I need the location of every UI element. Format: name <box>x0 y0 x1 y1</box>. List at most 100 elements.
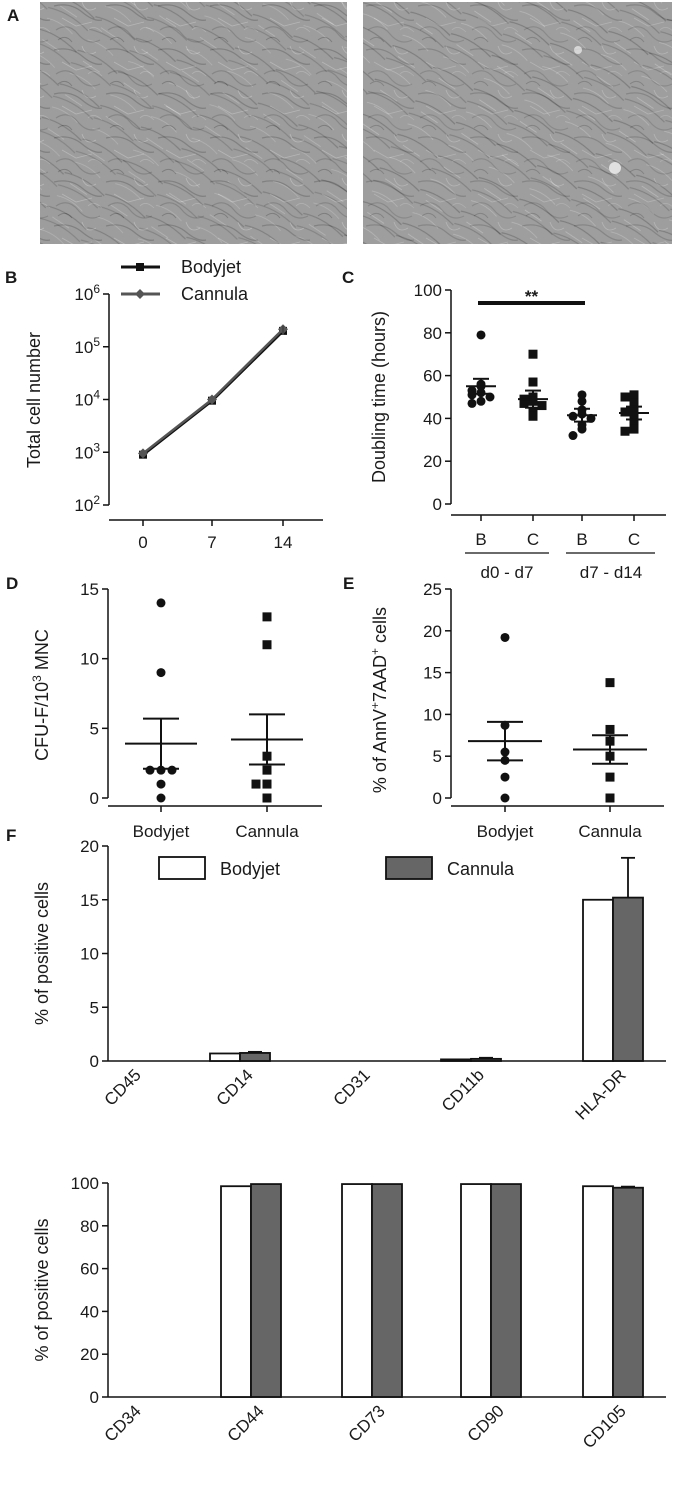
legend-label: Bodyjet <box>181 257 241 277</box>
y-tick-label: 5 <box>433 747 442 766</box>
data-point <box>156 668 166 678</box>
y-tick-label: 5 <box>90 719 99 738</box>
chart-b: 102 103 104 105 106 0 7 14 Total cell number Body… <box>24 257 323 552</box>
data-point <box>262 765 272 775</box>
data-point <box>262 612 272 622</box>
y-tick-label: 104 <box>74 388 100 410</box>
chart-d: 0 5 10 15 Bodyjet Cannula CFU-F/103 MNC <box>30 580 322 841</box>
data-point <box>500 772 510 782</box>
y-tick-label: 105 <box>74 335 100 357</box>
data-point <box>251 779 261 789</box>
y-tick-label: 100 <box>414 281 442 300</box>
data-point <box>519 398 529 408</box>
data-point <box>528 377 538 387</box>
y-tick-label: 10 <box>423 705 442 724</box>
x-tick-label: Cannula <box>578 822 642 841</box>
data-point <box>629 390 639 400</box>
panel-label-c: C <box>342 268 354 287</box>
y-tick-label: 100 <box>71 1174 99 1193</box>
y-tick-label: 15 <box>423 664 442 683</box>
data-point <box>156 779 166 789</box>
y-tick-label: 40 <box>80 1302 99 1321</box>
data-point <box>605 772 615 782</box>
bar-bodyjet <box>582 1185 614 1398</box>
y-axis-label: Doubling time (hours) <box>369 311 389 483</box>
y-tick-label: 40 <box>423 409 442 428</box>
data-point <box>467 398 477 408</box>
y-tick-label: 103 <box>74 440 100 462</box>
data-point <box>629 418 639 428</box>
data-point <box>262 793 272 803</box>
legend-label: Bodyjet <box>220 859 280 879</box>
data-point <box>629 424 639 434</box>
panel-label-d: D <box>6 574 18 593</box>
y-tick-label: 10 <box>80 945 99 964</box>
bar-cannula <box>250 1183 282 1398</box>
bar-bodyjet <box>460 1183 492 1398</box>
bar-cannula <box>612 896 644 1062</box>
bar-cannula <box>239 1052 271 1062</box>
data-point <box>167 765 177 775</box>
data-point <box>577 396 587 406</box>
data-point <box>528 349 538 359</box>
x-tick-label: Bodyjet <box>133 822 190 841</box>
legend-marker <box>136 263 144 271</box>
data-point <box>145 765 155 775</box>
y-axis-label: CFU-F/103 MNC <box>30 629 52 761</box>
panel-label-f: F <box>6 826 16 845</box>
panel-label-b: B <box>5 268 17 287</box>
panel-label-a: A <box>7 6 19 25</box>
x-tick-label: CD90 <box>464 1401 508 1445</box>
x-tick-label: CD31 <box>330 1065 374 1109</box>
chart-f-bottom: 0 20 40 60 80 100 % of positive cells CD34 CD44 C… <box>32 1174 666 1452</box>
data-point <box>476 396 486 406</box>
y-tick-label: 20 <box>423 452 442 471</box>
data-point <box>577 424 587 434</box>
y-tick-label: 15 <box>80 891 99 910</box>
x-tick-label: CD34 <box>101 1401 145 1445</box>
chart-e: 0 5 10 15 20 25 Bodyjet Cannula % of AnnV+7AAD+ … <box>368 580 664 841</box>
group-label: d0 - d7 <box>481 563 534 582</box>
data-point <box>156 598 166 608</box>
x-tick-label: B <box>475 530 486 549</box>
bar-cannula <box>470 1057 502 1062</box>
data-point <box>262 640 272 650</box>
y-tick-label: 0 <box>90 1388 99 1407</box>
legend-swatch-bodyjet <box>158 856 206 880</box>
data-point <box>568 411 578 421</box>
data-point <box>605 678 615 688</box>
bar-cannula <box>612 1186 644 1398</box>
legend-label: Cannula <box>447 859 515 879</box>
data-point <box>156 793 166 803</box>
legend-label: Cannula <box>181 284 249 304</box>
x-tick-label: CD105 <box>579 1401 630 1452</box>
data-point <box>620 392 630 402</box>
data-point <box>467 390 477 400</box>
bar-cannula <box>490 1183 522 1398</box>
x-tick-label: 0 <box>138 533 147 552</box>
y-tick-label: 60 <box>80 1260 99 1279</box>
group-label: d7 - d14 <box>580 563 642 582</box>
data-point <box>537 401 547 411</box>
data-point <box>476 330 486 340</box>
y-tick-label: 20 <box>423 622 442 641</box>
x-tick-label: Bodyjet <box>477 822 534 841</box>
panel-label-e: E <box>343 574 354 593</box>
y-tick-label: 102 <box>74 493 100 515</box>
y-tick-label: 25 <box>423 580 442 599</box>
series-point <box>207 394 217 405</box>
x-tick-label: B <box>576 530 587 549</box>
y-tick-label: 0 <box>433 495 442 514</box>
x-tick-label: HLA-DR <box>572 1065 630 1123</box>
series-line-cannula <box>142 328 284 455</box>
x-tick-label: CD14 <box>213 1065 257 1109</box>
y-axis-label: Total cell number <box>24 332 44 468</box>
y-tick-label: 15 <box>80 580 99 599</box>
data-point <box>605 793 615 803</box>
micrograph-left <box>40 2 347 244</box>
legend-marker <box>135 289 145 299</box>
y-tick-label: 20 <box>80 1345 99 1364</box>
data-point <box>620 426 630 436</box>
x-tick-label: C <box>628 530 640 549</box>
significance-label: ** <box>525 287 539 306</box>
